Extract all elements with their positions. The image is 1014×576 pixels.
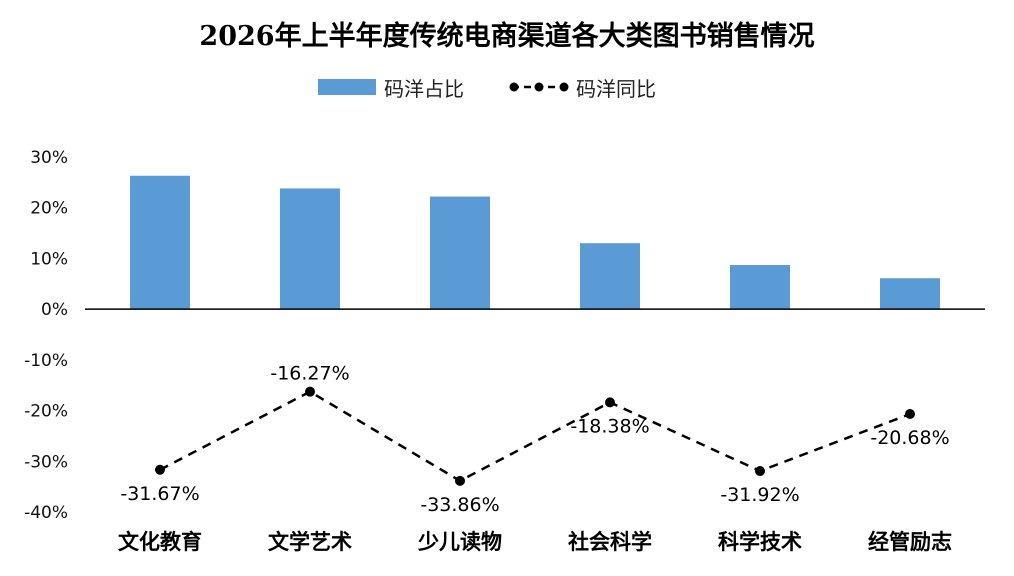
x-tick-label: 文化教育 [118, 530, 202, 554]
line-point [455, 475, 465, 486]
legend-line-swatch [509, 82, 569, 92]
y-tick-label: -30% [24, 452, 68, 472]
x-tick-label: 少儿读物 [417, 530, 502, 554]
data-label: -31.92% [720, 484, 799, 506]
data-label: -18.38% [570, 415, 649, 437]
line-point [605, 397, 615, 408]
line-point [905, 409, 915, 420]
y-tick-label: 0% [41, 300, 68, 320]
legend: 码洋占比 码洋同比 [318, 72, 700, 102]
x-tick-label: 科学技术 [718, 530, 802, 554]
x-tick-label: 社会科学 [567, 530, 652, 554]
data-label: -31.67% [120, 483, 199, 505]
bar [280, 188, 340, 310]
y-tick-label: -10% [24, 351, 68, 371]
y-tick-label: 20% [30, 199, 68, 219]
y-tick-label: 30% [30, 148, 68, 168]
data-label: -16.27% [270, 363, 349, 385]
y-tick-label: 10% [30, 249, 68, 269]
bar [580, 243, 640, 310]
legend-item-line: 码洋同比 [508, 73, 656, 102]
legend-bar-swatch [318, 79, 376, 95]
legend-item-bar: 码洋占比 [318, 73, 464, 102]
x-tick-label: 文学艺术 [268, 530, 352, 554]
legend-label-bar: 码洋占比 [384, 76, 464, 101]
line-point [755, 466, 765, 477]
line-point [305, 386, 315, 397]
data-label: -33.86% [420, 494, 499, 516]
bar [730, 265, 790, 310]
data-label: -20.68% [870, 427, 949, 449]
bar [130, 175, 190, 310]
legend-label-line: 码洋同比 [576, 76, 656, 101]
chart-title: 2026年上半年度传统电商渠道各大类图书销售情况 [199, 21, 815, 52]
bar [430, 196, 490, 310]
line-series [159, 390, 911, 483]
line-point [155, 464, 165, 475]
bar [880, 278, 940, 310]
x-tick-label: 经管励志 [868, 530, 952, 554]
y-tick-label: -20% [24, 402, 68, 422]
y-tick-label: -40% [24, 503, 68, 523]
